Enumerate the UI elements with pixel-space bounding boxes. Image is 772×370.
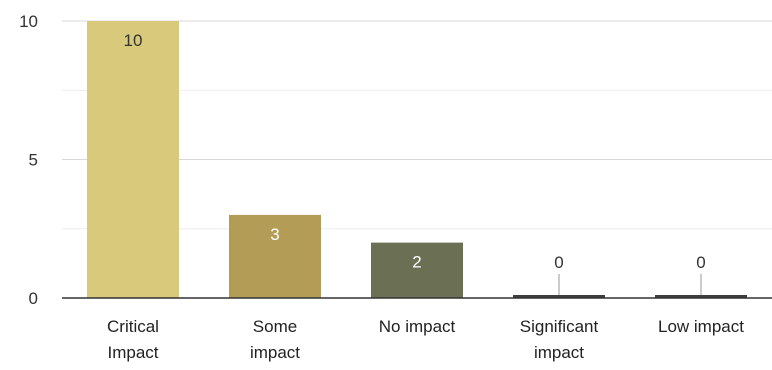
x-axis-category-labels: Critical Impact Some impact No impact Signifi… <box>107 317 744 362</box>
x-tick-label: Low impact <box>658 317 744 336</box>
bar <box>87 21 179 298</box>
bar <box>513 295 605 298</box>
x-tick-label: Some impact <box>250 317 300 362</box>
data-label: 0 <box>696 253 705 272</box>
data-label: 3 <box>270 225 279 244</box>
bars <box>87 21 747 298</box>
bar <box>371 242 463 298</box>
y-axis-ticks: 0 5 10 <box>19 12 38 308</box>
y-tick-label: 0 <box>29 289 38 308</box>
zero-value-stems <box>558 274 702 295</box>
x-tick-label: Significant impact <box>520 317 599 362</box>
y-tick-label: 10 <box>19 12 38 31</box>
data-label: 0 <box>554 253 563 272</box>
x-tick-label: Critical Impact <box>107 317 159 362</box>
data-label: 10 <box>124 31 143 50</box>
gridlines <box>62 20 772 230</box>
x-tick-label: No impact <box>379 317 456 336</box>
bar <box>655 295 747 298</box>
data-label: 2 <box>412 253 421 272</box>
bar <box>229 214 321 298</box>
data-labels: 10 3 2 0 0 <box>124 31 706 272</box>
y-tick-label: 5 <box>29 151 38 170</box>
